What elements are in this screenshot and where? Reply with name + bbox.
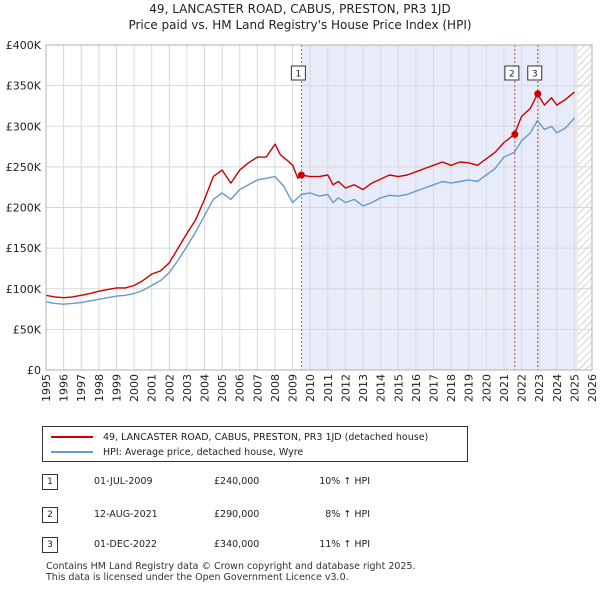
transaction-date: 01-JUL-2009 (94, 476, 153, 487)
y-tick-label: £0 (27, 364, 41, 377)
price-chart: 1 2 3 £0 £50K £100K £150K £200K £250K £300K £350K… (6, 39, 599, 402)
x-tick-label: 2004 (199, 374, 212, 402)
transaction-date: 12-AUG-2021 (94, 509, 158, 520)
chart-subtitle: Price paid vs. HM Land Registry's House … (128, 18, 472, 32)
x-tick-label: 2001 (146, 374, 159, 402)
x-tick-label: 2022 (516, 374, 529, 402)
transaction-hpi-change: 11% ↑ HPI (319, 539, 370, 550)
x-tick-label: 1996 (58, 374, 71, 402)
x-tick-label: 2000 (128, 374, 141, 402)
x-tick-label: 2012 (339, 374, 352, 402)
transaction-number: 2 (42, 507, 58, 523)
transaction-hpi-change: 10% ↑ HPI (319, 476, 370, 487)
x-tick-label: 2016 (410, 374, 423, 402)
x-tick-label: 2015 (392, 374, 405, 402)
sale-label: 2 (509, 70, 515, 80)
x-tick-label: 1999 (110, 374, 123, 402)
x-tick-label: 2023 (533, 374, 546, 402)
x-tick-label: 1997 (75, 374, 88, 402)
x-tick-label: 2014 (375, 374, 388, 402)
y-tick-label: £100K (6, 283, 42, 296)
footer: Contains HM Land Registry data © Crown c… (46, 561, 416, 583)
hpi-line (45, 117, 575, 305)
sale-label-box (527, 65, 543, 81)
transaction-number: 3 (42, 537, 58, 553)
sale-label-box (290, 65, 306, 81)
transaction-row: 1 01-JUL-2009 £240,000 10% ↑ HPI (42, 474, 462, 492)
plot-frame (45, 44, 593, 371)
transaction-row: 2 12-AUG-2021 £290,000 8% ↑ HPI (42, 507, 462, 525)
y-tick-label: £350K (6, 80, 42, 93)
legend-item-property: 49, LANCASTER ROAD, CABUS, PRESTON, PR3 … (51, 430, 428, 444)
x-tick-label: 1995 (40, 374, 53, 402)
sale-label-box (504, 65, 520, 81)
x-tick-label: 2017 (427, 374, 440, 402)
x-tick-label: 2009 (287, 374, 300, 402)
y-tick-label: £300K (6, 120, 42, 133)
x-tick-label: 2003 (181, 374, 194, 402)
sale-point (511, 130, 519, 138)
x-tick-label: 2020 (480, 374, 493, 402)
transaction-row: 3 01-DEC-2022 £340,000 11% ↑ HPI (42, 537, 462, 555)
footer-copyright: Contains HM Land Registry data © Crown c… (46, 561, 416, 572)
x-tick-label: 2025 (568, 374, 581, 402)
footer-licence: This data is licensed under the Open Gov… (46, 572, 349, 583)
x-tick-label: 2008 (269, 374, 282, 402)
transaction-price: £240,000 (214, 476, 260, 487)
transaction-price: £290,000 (214, 509, 260, 520)
x-tick-label: 2019 (463, 374, 476, 402)
transaction-number: 1 (42, 474, 58, 490)
legend-label-hpi: HPI: Average price, detached house, Wyre (103, 446, 304, 458)
x-tick-label: 2021 (498, 374, 511, 402)
y-tick-label: £50K (13, 323, 42, 336)
legend-swatch-hpi (51, 451, 93, 453)
sale-point (297, 171, 305, 179)
sale-label: 1 (296, 70, 302, 80)
x-tick-label: 2007 (251, 374, 264, 402)
x-tick-label: 1998 (93, 374, 106, 402)
transaction-price: £340,000 (214, 539, 260, 550)
sale-label: 3 (532, 70, 538, 80)
y-tick-label: £150K (6, 242, 42, 255)
x-tick-label: 2006 (234, 374, 247, 402)
x-tick-label: 2013 (357, 374, 370, 402)
legend-label-property: 49, LANCASTER ROAD, CABUS, PRESTON, PR3 … (103, 431, 429, 443)
chart-legend: 49, LANCASTER ROAD, CABUS, PRESTON, PR3 … (42, 426, 468, 462)
transaction-hpi-change: 8% ↑ HPI (325, 509, 370, 520)
x-tick-label: 2005 (216, 374, 229, 402)
sale-point (534, 90, 542, 98)
x-tick-label: 2026 (586, 374, 599, 402)
x-tick-label: 2024 (551, 374, 564, 402)
property-price-line (45, 91, 575, 299)
y-tick-label: £250K (6, 161, 42, 174)
x-tick-label: 2018 (445, 374, 458, 402)
x-tick-label: 2002 (163, 374, 176, 402)
transaction-date: 01-DEC-2022 (94, 539, 158, 550)
legend-item-hpi: HPI: Average price, detached house, Wyre (51, 445, 303, 459)
legend-swatch-property (51, 436, 93, 438)
chart-title: 49, LANCASTER ROAD, CABUS, PRESTON, PR3 … (149, 2, 451, 16)
x-tick-label: 2010 (304, 374, 317, 402)
y-tick-label: £200K (6, 202, 42, 215)
x-tick-label: 2011 (322, 374, 335, 402)
y-tick-label: £400K (6, 39, 42, 52)
